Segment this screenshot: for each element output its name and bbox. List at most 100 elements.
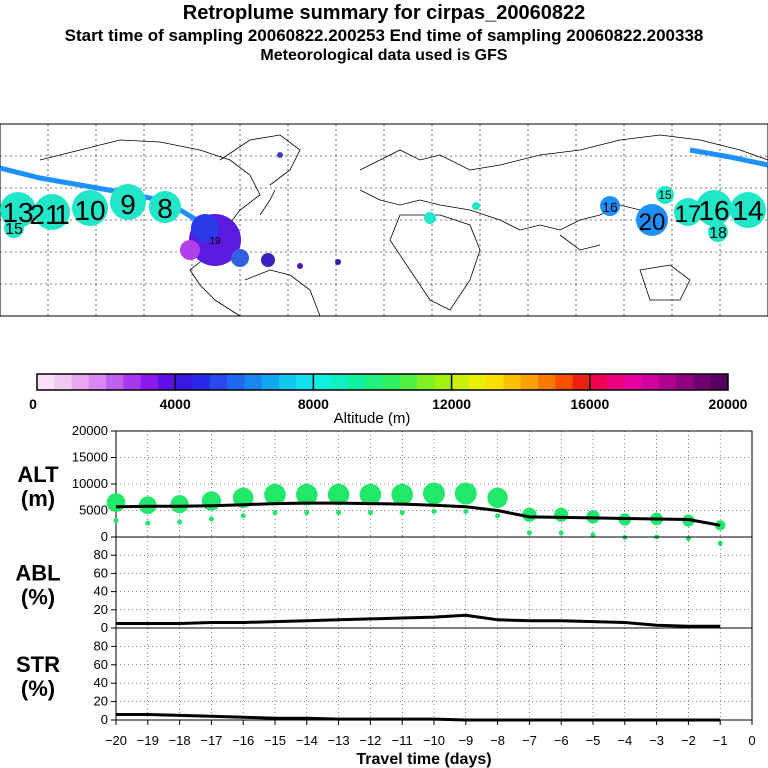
x-tick-label: −3: [649, 733, 664, 748]
colorbar-cell: [486, 374, 504, 390]
plume-circle-small: [272, 510, 278, 516]
y-tick-label: 15000: [72, 450, 108, 465]
y-tick-label: 80: [94, 638, 108, 653]
colorbar-cell: [106, 374, 124, 390]
x-axis-title: Travel time (days): [356, 751, 491, 768]
plume-circle-small: [367, 510, 373, 516]
x-tick-label: −10: [423, 733, 445, 748]
plume-marker: [335, 259, 341, 265]
coast-eurasia-south: [359, 189, 641, 231]
colorbar-tick-label: 16000: [570, 396, 609, 412]
plume-marker: [472, 202, 480, 210]
plume-marker: [424, 212, 436, 224]
y-tick-label: 20: [94, 602, 108, 617]
map-label: 20: [639, 209, 666, 236]
y-tick-label: 80: [94, 547, 108, 562]
colorbar-cell: [607, 374, 625, 390]
y-tick-label: 20000: [72, 423, 108, 438]
plume-circle-small: [336, 510, 342, 516]
x-tick-label: 0: [748, 733, 755, 748]
colorbar-cell: [434, 374, 453, 390]
altitude-colorbar: 0 4000 8000 12000 16000 20000 Altitude (m): [29, 373, 748, 427]
map-label: 1: [54, 199, 70, 230]
colorbar-cell: [261, 374, 280, 390]
plume-marker: [110, 184, 146, 220]
colorbar-cell: [555, 374, 574, 390]
plume-circle: [487, 487, 508, 509]
plume-circle-small: [113, 518, 119, 524]
plume-circle: [327, 483, 350, 506]
colorbar-cell: [572, 374, 591, 390]
map-label: 17: [675, 201, 702, 228]
plume-circle-small: [558, 530, 564, 536]
coast-east-us: [259, 189, 276, 216]
met-data-note: Meteorological data used is GFS: [260, 47, 508, 64]
y-axis-title: ALT: [17, 462, 59, 487]
plume-circle-small: [590, 532, 596, 538]
plume-markers: [0, 152, 766, 269]
plume-circle-small: [145, 520, 151, 526]
plume-circle: [391, 483, 414, 506]
colorbar-cell: [589, 374, 608, 390]
colorbar-cell: [157, 374, 176, 390]
colorbar-tick-label: 4000: [160, 396, 191, 412]
colorbar-cell: [71, 374, 90, 390]
colorbar-cell: [37, 374, 55, 390]
colorbar-frame: [36, 373, 729, 391]
colorbar-tick-label: 8000: [298, 396, 329, 412]
colorbar-cell: [347, 374, 366, 390]
coast-india: [559, 234, 601, 251]
plume-circle: [554, 507, 569, 522]
plume-marker: [191, 214, 219, 242]
coast-south-america: [244, 269, 321, 317]
x-tick-label: −5: [586, 733, 601, 748]
plume-circle: [454, 482, 477, 505]
colorbar-cell: [641, 374, 660, 390]
plume-circle: [715, 520, 726, 531]
plume-circle: [264, 483, 286, 506]
x-tick-label: −13: [328, 733, 350, 748]
coast-australia: [639, 264, 691, 301]
colorbar-cell: [330, 374, 349, 390]
plume-circle-small: [177, 519, 183, 525]
plume-circle: [295, 483, 318, 506]
map-label: 8: [157, 193, 173, 224]
plume-circle: [359, 483, 382, 506]
panel-frame: [115, 536, 753, 629]
map-label: 15: [5, 221, 23, 238]
colorbar-cell: [537, 374, 556, 390]
plume-marker: [0, 192, 36, 228]
plume-circle-small: [495, 513, 501, 519]
y-tick-label: 40: [94, 675, 108, 690]
colorbar-cell: [296, 374, 314, 390]
colorbar-cell: [140, 374, 159, 390]
colorbar-tick-label: 20000: [709, 396, 748, 412]
x-tick-label: −4: [617, 733, 632, 748]
colorbar-cell: [693, 374, 712, 390]
map-day-labels: 13 21 1 10 9 8 16 20 17 16 14 15 18 15 1…: [2, 188, 763, 247]
map-label: 15: [658, 188, 672, 202]
x-tick-label: −11: [392, 733, 413, 748]
plume-circle: [232, 487, 254, 509]
y-tick-label: 5000: [79, 503, 108, 518]
colorbar-cells: [37, 374, 729, 390]
colorbar-cell: [417, 374, 435, 390]
plume-circle-small: [463, 509, 469, 515]
map-label: 14: [732, 195, 763, 226]
plume-marker: [730, 192, 766, 228]
plume-marker: [180, 240, 200, 260]
plume-marker: [34, 194, 70, 230]
colorbar-cell: [88, 374, 107, 390]
y-tick-label: 0: [101, 712, 108, 727]
coast-eurasia-north: [359, 134, 768, 171]
colorbar-cell: [676, 374, 694, 390]
world-map: 13 21 1 10 9 8 16 20 17 16 14 15 18 15 1…: [0, 123, 768, 317]
y-tick-label: 40: [94, 584, 108, 599]
colorbar-tick-label: 0: [29, 396, 37, 412]
panel-alt: 20000 15000 10000 5000 0 ALT(m): [17, 423, 753, 546]
colorbar-cell: [520, 374, 539, 390]
x-tick-label: −20: [105, 733, 127, 748]
colorbar-cell: [175, 374, 193, 390]
plume-circle-small: [717, 540, 723, 546]
